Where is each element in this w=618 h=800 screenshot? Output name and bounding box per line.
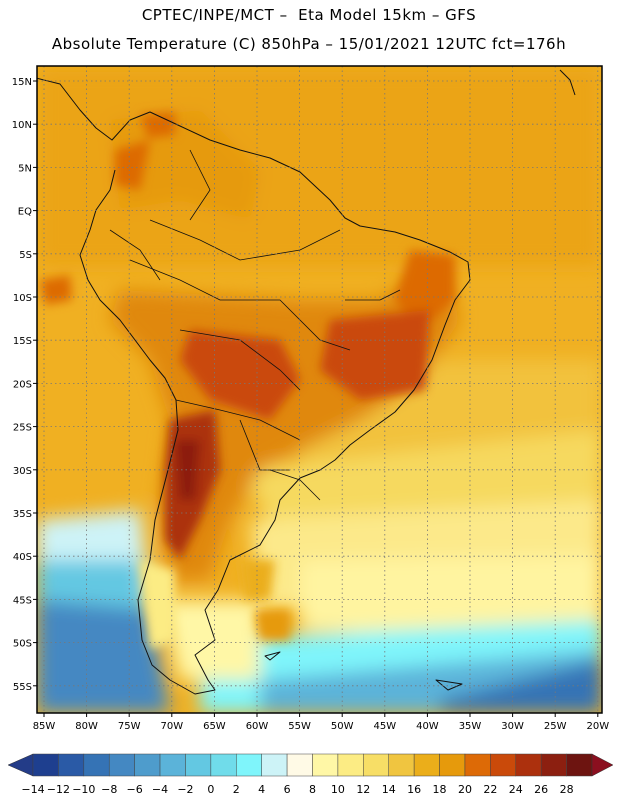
legend-swatch	[439, 753, 466, 777]
legend-swatch	[134, 753, 161, 777]
legend-swatch	[312, 753, 339, 777]
lat-label: 45S	[13, 595, 32, 606]
legend-label: −10	[72, 783, 95, 796]
legend-swatch	[108, 753, 135, 777]
legend-label: 10	[331, 783, 345, 796]
legend-label: −12	[47, 783, 70, 796]
title-line-1: CPTEC/INPE/MCT – Eta Model 15km – GFS	[141, 6, 477, 24]
lat-label: 10N	[12, 120, 32, 131]
lat-label: 10S	[13, 293, 32, 304]
legend-swatch	[490, 753, 517, 777]
color-legend: −14 −12 −10 −8 −6 −4 −2 0 2 4 6 8 10 12 14 16 18 20 22 24 26…	[7, 753, 614, 796]
lat-label: 5S	[19, 250, 32, 261]
legend-label: 14	[382, 783, 396, 796]
legend-swatch	[58, 753, 85, 777]
legend-label: 24	[509, 783, 523, 796]
lon-label: 35W	[459, 721, 482, 732]
lon-label: 80W	[75, 721, 98, 732]
lat-label: 15S	[13, 336, 32, 347]
lon-label: 25W	[544, 721, 567, 732]
temperature-map: 15N 10N 5N EQ 5S 10S 15S 20S 25S 30S 35S 40S 45S 50S 5…	[12, 65, 609, 732]
lat-label: 40S	[13, 552, 32, 563]
lat-label: 5N	[18, 163, 32, 174]
lon-label: 50W	[331, 721, 354, 732]
legend-label: 28	[560, 783, 574, 796]
legend-swatch	[363, 753, 389, 777]
lon-label: 60W	[246, 721, 269, 732]
legend-swatch	[32, 753, 59, 777]
latitude-axis: 15N 10N 5N EQ 5S 10S 15S 20S 25S 30S 35S 40S 45S 50S 5…	[12, 77, 37, 693]
legend-arrow-low	[7, 753, 34, 777]
legend-swatch	[236, 753, 262, 777]
legend-swatch	[388, 753, 415, 777]
legend-label: 8	[309, 783, 316, 796]
legend-label: 22	[483, 783, 497, 796]
legend-swatch	[261, 753, 288, 777]
legend-label: 2	[233, 783, 240, 796]
legend-label: 12	[356, 783, 370, 796]
legend-label: 4	[258, 783, 265, 796]
coastlines	[37, 69, 576, 695]
lon-label: 85W	[33, 721, 56, 732]
legend-swatch	[566, 753, 593, 777]
lat-label: 55S	[13, 682, 32, 693]
lat-label: 15N	[12, 77, 32, 88]
lon-label: 40W	[416, 721, 439, 732]
lon-label: 55W	[288, 721, 311, 732]
lat-label: 50S	[13, 639, 32, 650]
legend-label: 6	[284, 783, 291, 796]
legend-label: 16	[407, 783, 421, 796]
lon-label: 65W	[203, 721, 226, 732]
legend-swatch	[464, 753, 491, 777]
legend-label: 26	[534, 783, 548, 796]
map-frame	[36, 65, 603, 714]
legend-swatch	[185, 753, 212, 777]
legend-swatch	[515, 753, 542, 777]
lon-label: 20W	[586, 721, 609, 732]
legend-label: −4	[152, 783, 168, 796]
lat-label: 35S	[13, 509, 32, 520]
legend-swatch	[83, 753, 110, 777]
lon-label: 45W	[373, 721, 396, 732]
legend-swatch	[413, 753, 440, 777]
legend-label: −14	[21, 783, 44, 796]
lat-label: EQ	[18, 207, 32, 218]
legend-arrow-high	[591, 753, 614, 777]
lon-label: 30W	[501, 721, 524, 732]
legend-label: 0	[207, 783, 214, 796]
lon-label: 70W	[160, 721, 183, 732]
lat-label: 25S	[13, 423, 32, 434]
legend-label: −2	[177, 783, 193, 796]
lat-label: 20S	[13, 379, 32, 390]
legend-swatch	[540, 753, 567, 777]
legend-label: 20	[458, 783, 472, 796]
title-line-2: Absolute Temperature (C) 850hPa – 15/01/…	[51, 35, 567, 53]
temperature-field	[37, 66, 602, 713]
legend-label: −6	[127, 783, 143, 796]
lon-label: 75W	[118, 721, 141, 732]
legend-swatch	[210, 753, 237, 777]
longitude-axis: 85W 80W 75W 70W 65W 60W 55W 50W 45W 40W 35W 30W 25W 2…	[33, 713, 609, 732]
legend-swatch	[337, 753, 364, 777]
legend-swatch	[159, 753, 186, 777]
lat-label: 30S	[13, 466, 32, 477]
legend-label: 18	[433, 783, 447, 796]
legend-label: −8	[101, 783, 117, 796]
legend-swatch	[286, 753, 313, 777]
